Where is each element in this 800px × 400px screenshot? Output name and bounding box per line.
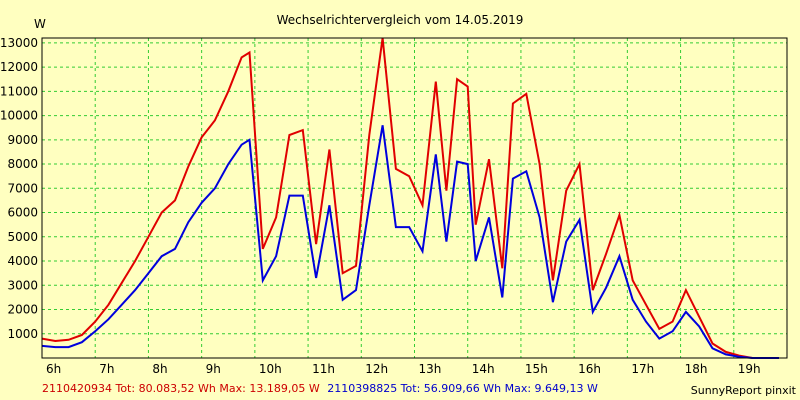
x-tick-label: 6h bbox=[46, 362, 61, 376]
y-tick-label: 5000 bbox=[7, 230, 38, 244]
x-tick-label: 11h bbox=[312, 362, 335, 376]
y-tick-label: 10000 bbox=[0, 109, 38, 123]
series-line-2 bbox=[41, 125, 779, 359]
x-tick-label: 8h bbox=[152, 362, 167, 376]
y-tick-label: 3000 bbox=[7, 278, 38, 292]
y-axis-label: W bbox=[34, 17, 46, 31]
legend-series-1: 2110420934 Tot: 80.083,52 Wh Max: 13.189… bbox=[42, 382, 320, 395]
x-tick-label: 14h bbox=[472, 362, 495, 376]
series-line-1 bbox=[41, 37, 779, 359]
y-tick-labels: 1000 2000 3000 4000 5000 6000 7000 8000 9000 1000… bbox=[0, 36, 38, 341]
y-tick-label: 4000 bbox=[7, 254, 38, 268]
plot-frame bbox=[41, 37, 788, 359]
grid bbox=[41, 38, 787, 358]
y-tick-label: 12000 bbox=[0, 60, 38, 74]
footer-credit: SunnyReport pinxit bbox=[691, 384, 797, 397]
y-tick-label: 9000 bbox=[7, 133, 38, 147]
x-tick-label: 16h bbox=[578, 362, 601, 376]
x-tick-label: 17h bbox=[631, 362, 654, 376]
series-group bbox=[41, 37, 779, 359]
x-tick-label: 10h bbox=[259, 362, 282, 376]
x-tick-label: 7h bbox=[99, 362, 114, 376]
x-tick-label: 18h bbox=[685, 362, 708, 376]
x-tick-label: 13h bbox=[419, 362, 442, 376]
x-tick-labels: 6h 7h 8h 9h 10h 11h 12h 13h 14h 15h 16h 17h 18h 19h bbox=[46, 362, 761, 376]
y-tick-label: 2000 bbox=[7, 303, 38, 317]
x-tick-label: 9h bbox=[206, 362, 221, 376]
y-tick-label: 11000 bbox=[0, 84, 38, 98]
y-tick-label: 13000 bbox=[0, 36, 38, 50]
y-tick-label: 1000 bbox=[7, 327, 38, 341]
legend: 2110420934 Tot: 80.083,52 Wh Max: 13.189… bbox=[42, 382, 598, 395]
x-tick-label: 12h bbox=[365, 362, 388, 376]
y-tick-label: 8000 bbox=[7, 157, 38, 171]
y-tick-label: 6000 bbox=[7, 206, 38, 220]
legend-series-2: 2110398825 Tot: 56.909,66 Wh Max: 9.649,… bbox=[327, 382, 598, 395]
x-tick-label: 19h bbox=[738, 362, 761, 376]
chart-title: Wechselrichtervergleich vom 14.05.2019 bbox=[277, 13, 524, 27]
x-tick-label: 15h bbox=[525, 362, 548, 376]
y-tick-label: 7000 bbox=[7, 181, 38, 195]
